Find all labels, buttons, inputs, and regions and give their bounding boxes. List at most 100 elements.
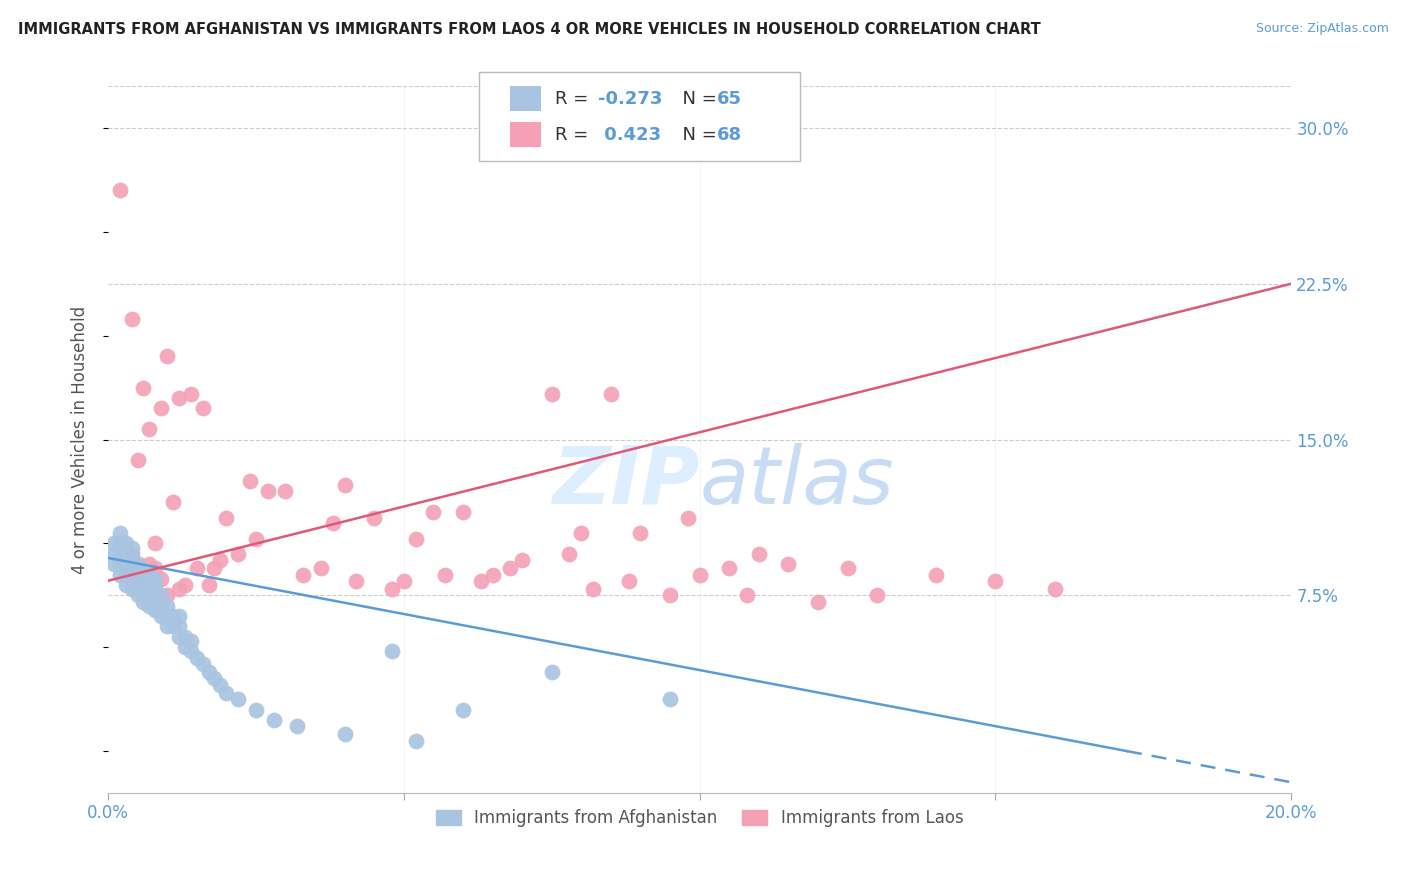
Point <box>162 619 184 633</box>
Point <box>143 592 166 607</box>
Point <box>108 183 131 197</box>
Point <box>143 603 166 617</box>
Point <box>499 561 522 575</box>
Point <box>156 588 179 602</box>
Point <box>204 561 226 575</box>
Point <box>114 547 136 561</box>
Point <box>256 484 278 499</box>
Point <box>138 578 160 592</box>
Point <box>103 536 125 550</box>
Point <box>226 692 249 706</box>
Point <box>132 574 155 588</box>
Text: atlas: atlas <box>700 443 894 521</box>
Point <box>481 567 503 582</box>
Point <box>630 526 652 541</box>
Text: 65: 65 <box>717 90 742 108</box>
Point <box>150 572 173 586</box>
Point <box>245 702 267 716</box>
Point <box>292 567 315 582</box>
Text: R =: R = <box>555 126 595 144</box>
Point <box>150 588 173 602</box>
Point <box>659 692 682 706</box>
Point <box>422 505 444 519</box>
Point <box>470 574 492 588</box>
Point <box>132 584 155 599</box>
Point <box>984 574 1007 588</box>
Point <box>735 588 758 602</box>
Point <box>138 567 160 582</box>
Point <box>143 572 166 586</box>
Point <box>132 567 155 582</box>
Point <box>322 516 344 530</box>
Point <box>127 578 149 592</box>
Legend: Immigrants from Afghanistan, Immigrants from Laos: Immigrants from Afghanistan, Immigrants … <box>429 803 970 834</box>
Point <box>582 582 605 596</box>
Point <box>156 619 179 633</box>
Point <box>191 401 214 416</box>
Point <box>114 578 136 592</box>
Text: 0.423: 0.423 <box>598 126 661 144</box>
Point <box>150 401 173 416</box>
Point <box>121 550 143 565</box>
Point <box>807 594 830 608</box>
Point <box>333 727 356 741</box>
Point <box>381 582 404 596</box>
Point <box>676 511 699 525</box>
Point <box>718 561 741 575</box>
Text: IMMIGRANTS FROM AFGHANISTAN VS IMMIGRANTS FROM LAOS 4 OR MORE VEHICLES IN HOUSEH: IMMIGRANTS FROM AFGHANISTAN VS IMMIGRANT… <box>18 22 1040 37</box>
Text: N =: N = <box>671 90 723 108</box>
Point <box>121 561 143 575</box>
Point <box>191 657 214 671</box>
Point <box>167 609 190 624</box>
Point <box>132 380 155 394</box>
Point <box>689 567 711 582</box>
Text: ZIP: ZIP <box>553 443 700 521</box>
Point <box>121 582 143 596</box>
Point <box>215 511 238 525</box>
Point <box>186 561 208 575</box>
Point <box>659 588 682 602</box>
Point <box>174 578 197 592</box>
Point <box>167 619 190 633</box>
Point <box>121 572 143 586</box>
Point <box>132 594 155 608</box>
Point <box>143 582 166 596</box>
Point <box>451 702 474 716</box>
Point <box>197 665 219 680</box>
Point <box>167 582 190 596</box>
Point <box>162 495 184 509</box>
Point <box>309 561 332 575</box>
Point <box>150 609 173 624</box>
Point <box>108 547 131 561</box>
Point <box>204 672 226 686</box>
Point <box>174 640 197 655</box>
Point <box>156 599 179 613</box>
Point <box>108 526 131 541</box>
Point <box>143 536 166 550</box>
Point <box>226 547 249 561</box>
Point <box>103 557 125 571</box>
Point <box>434 567 457 582</box>
Point <box>114 567 136 582</box>
Point <box>405 733 427 747</box>
Point <box>132 563 155 577</box>
Point <box>209 678 232 692</box>
Point <box>138 422 160 436</box>
Point <box>103 547 125 561</box>
Text: 68: 68 <box>717 126 742 144</box>
Point <box>363 511 385 525</box>
Point <box>127 453 149 467</box>
Point <box>108 567 131 582</box>
Point <box>121 312 143 326</box>
Point <box>925 567 948 582</box>
Text: Source: ZipAtlas.com: Source: ZipAtlas.com <box>1256 22 1389 36</box>
Point <box>167 630 190 644</box>
Point <box>156 609 179 624</box>
Point <box>138 557 160 571</box>
Y-axis label: 4 or more Vehicles in Household: 4 or more Vehicles in Household <box>72 305 89 574</box>
Point <box>837 561 859 575</box>
Point <box>540 386 562 401</box>
Point <box>127 588 149 602</box>
Point <box>866 588 889 602</box>
Point <box>381 644 404 658</box>
